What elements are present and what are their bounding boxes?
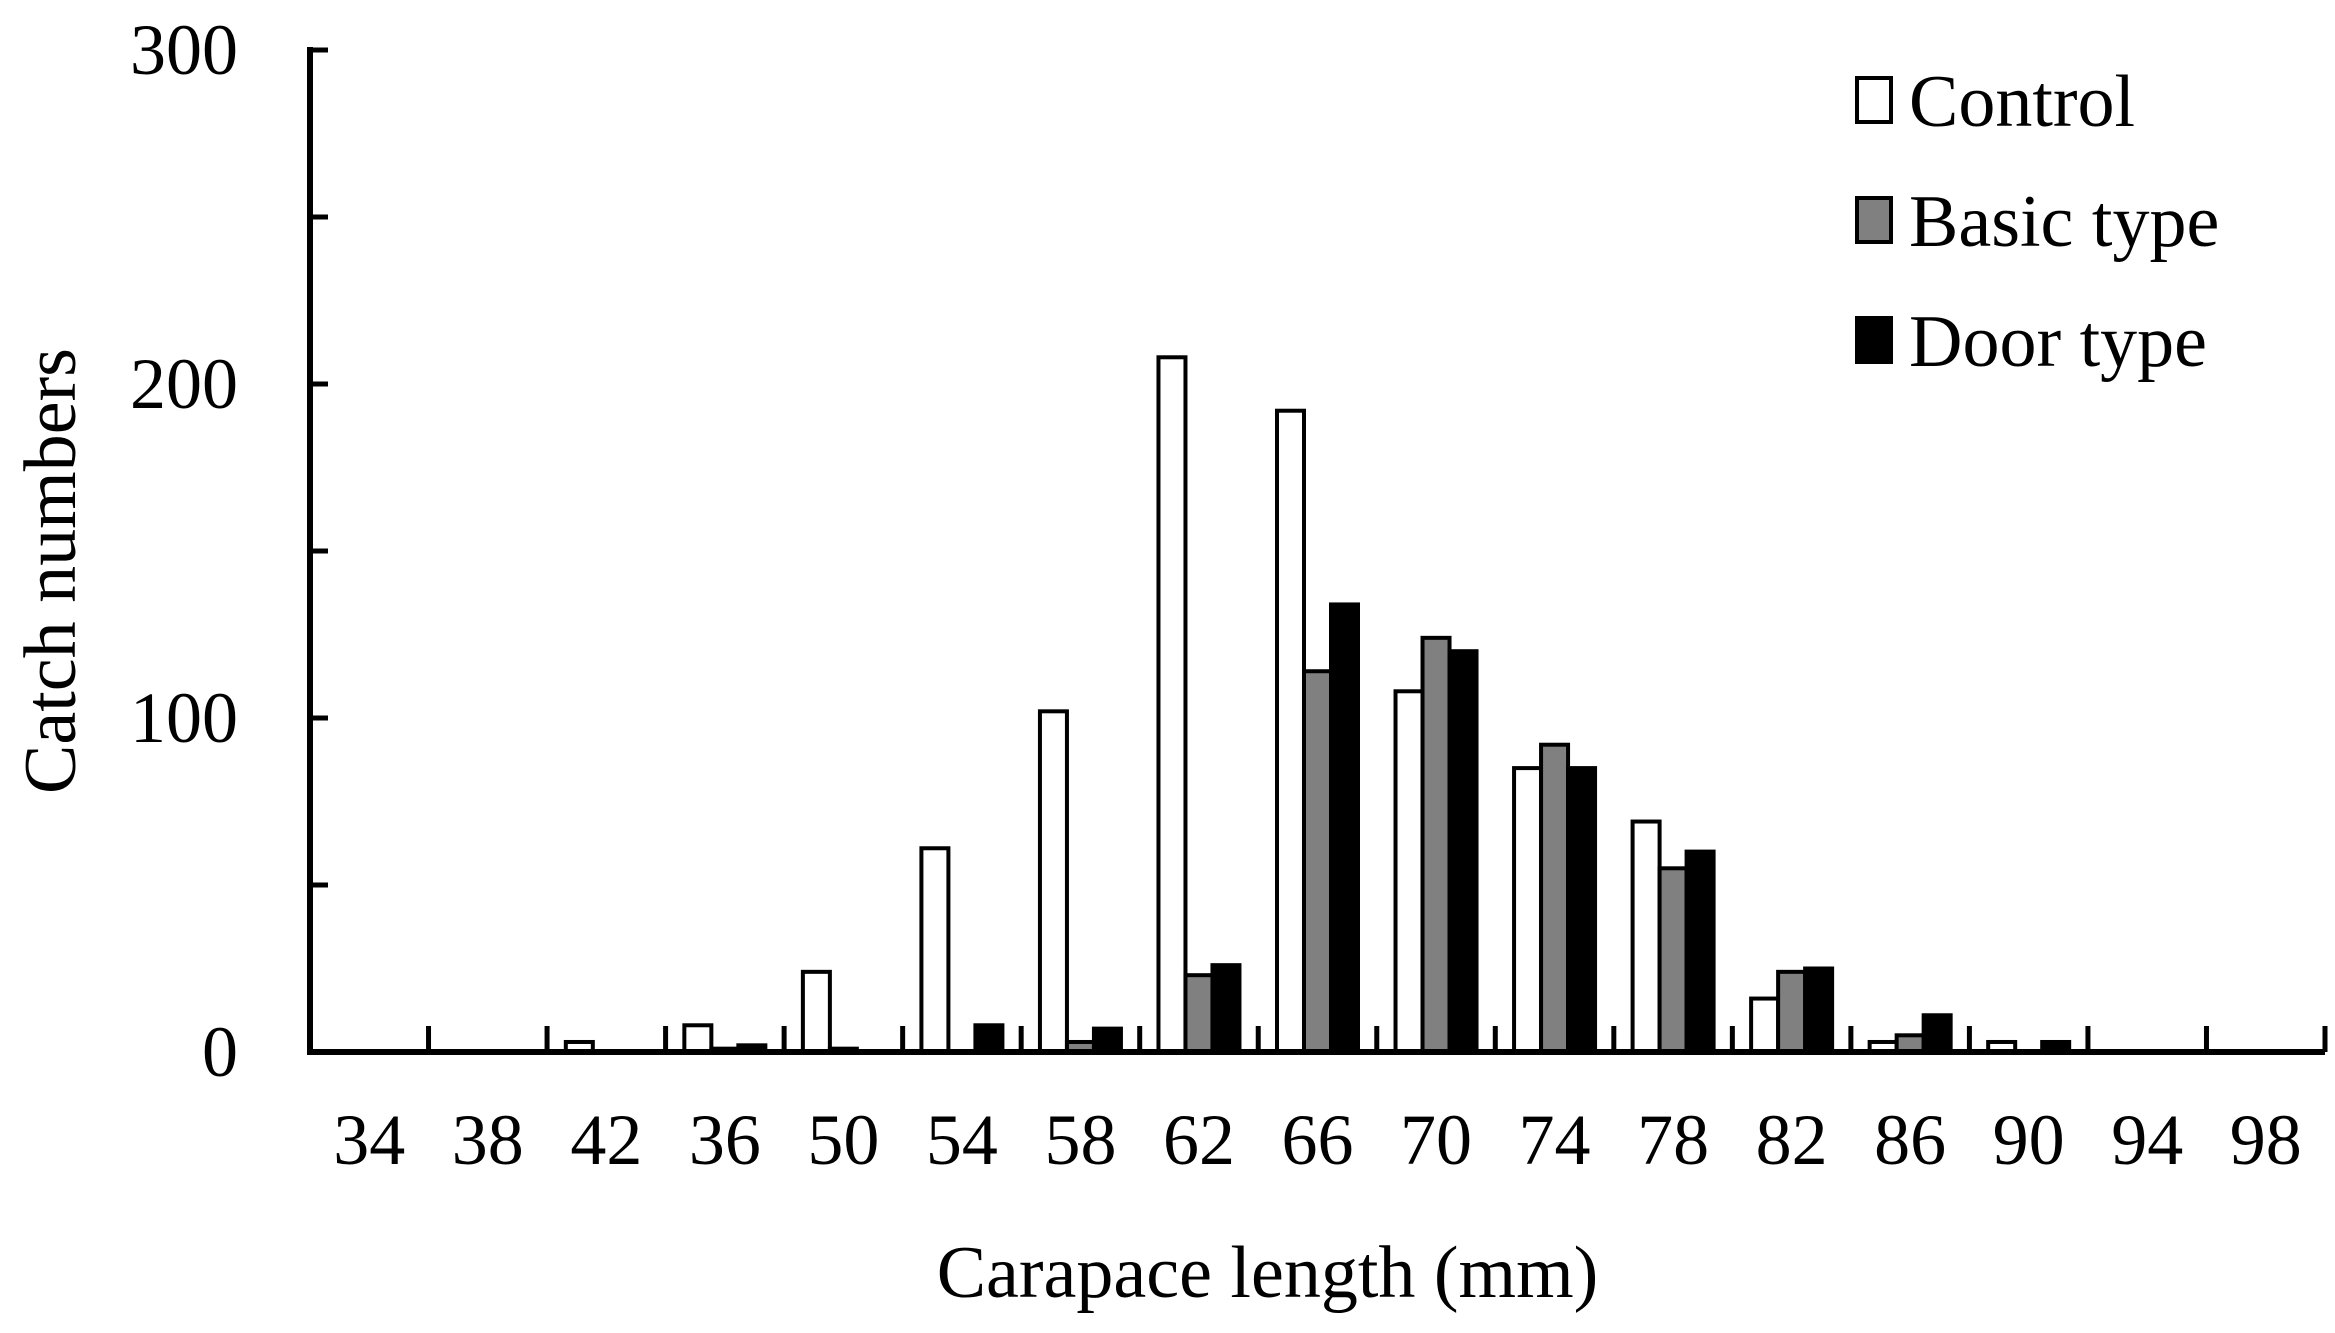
bar-door-type-54 (973, 1023, 1005, 1055)
x-tick-label: 90 (1993, 1100, 2065, 1180)
bars-layer (563, 355, 2072, 1055)
bar-control-66 (1275, 408, 1306, 1055)
y-tick-label: 300 (130, 10, 238, 90)
x-tick-label: 34 (333, 1100, 405, 1180)
bar-basic-type-62 (1183, 973, 1215, 1054)
bar-control-70 (1393, 689, 1425, 1055)
legend-label-basic-type: Basic type (1909, 181, 2219, 263)
x-tick-label: 74 (1519, 1100, 1591, 1180)
y-tick-label: 0 (202, 1012, 238, 1092)
bar-control-50 (800, 969, 832, 1055)
bar-basic-type-82 (1776, 969, 1808, 1055)
x-tick-label: 82 (1756, 1100, 1828, 1180)
bar-door-type-66 (1329, 602, 1360, 1054)
bar-door-type-86 (1921, 1013, 1953, 1055)
legend: Control Basic type Door type (1855, 61, 2219, 383)
legend-label-door-type: Door type (1909, 301, 2207, 383)
bar-door-type-74 (1566, 766, 1598, 1054)
x-tick-label: 66 (1282, 1100, 1354, 1180)
bar-control-54 (919, 846, 951, 1055)
y-axis-title: Catch numbers (10, 348, 92, 794)
x-tick-label: 58 (1044, 1100, 1116, 1180)
bar-basic-type-66 (1302, 669, 1333, 1054)
y-tick-label: 200 (130, 344, 238, 424)
x-tick-label: 78 (1637, 1100, 1709, 1180)
x-tick-label: 70 (1400, 1100, 1472, 1180)
bar-basic-type-70 (1420, 635, 1452, 1055)
x-axis-title: Carapace length (mm) (937, 1232, 1599, 1314)
bar-door-type-58 (1091, 1026, 1123, 1054)
bar-door-type-78 (1684, 849, 1716, 1054)
x-tick-label: 38 (452, 1100, 524, 1180)
bar-basic-type-78 (1657, 866, 1689, 1054)
bar-control-82 (1749, 996, 1781, 1054)
legend-swatch-door-type (1855, 316, 1893, 364)
bar-control-78 (1630, 819, 1662, 1054)
bar-control-62 (1156, 355, 1188, 1054)
bar-door-type-82 (1803, 966, 1835, 1054)
y-tick-label: 100 (130, 678, 238, 758)
x-tick-label: 42 (570, 1100, 642, 1180)
x-tick-label: 54 (926, 1100, 998, 1180)
bar-control-58 (1037, 709, 1069, 1054)
legend-swatch-basic-type (1855, 196, 1893, 244)
bar-basic-type-74 (1539, 742, 1571, 1054)
legend-swatch-control (1855, 76, 1893, 124)
y-ticks-layer: 0 100 200 300 (130, 10, 328, 1092)
bar-control-36 (682, 1023, 714, 1055)
x-tick-label: 62 (1163, 1100, 1235, 1180)
x-tick-label: 98 (2230, 1100, 2302, 1180)
x-tick-label: 50 (807, 1100, 879, 1180)
x-tick-label: 94 (2111, 1100, 2183, 1180)
bar-door-type-62 (1210, 963, 1242, 1054)
x-tick-label: 86 (1874, 1100, 1946, 1180)
x-ticks-layer: 34 38 42 36 50 54 58 62 66 70 74 78 82 86 90 94 98 (333, 1026, 2328, 1180)
legend-label-control: Control (1909, 61, 2135, 143)
bar-control-74 (1512, 766, 1544, 1054)
x-tick-label: 36 (689, 1100, 761, 1180)
bar-door-type-70 (1447, 649, 1479, 1054)
